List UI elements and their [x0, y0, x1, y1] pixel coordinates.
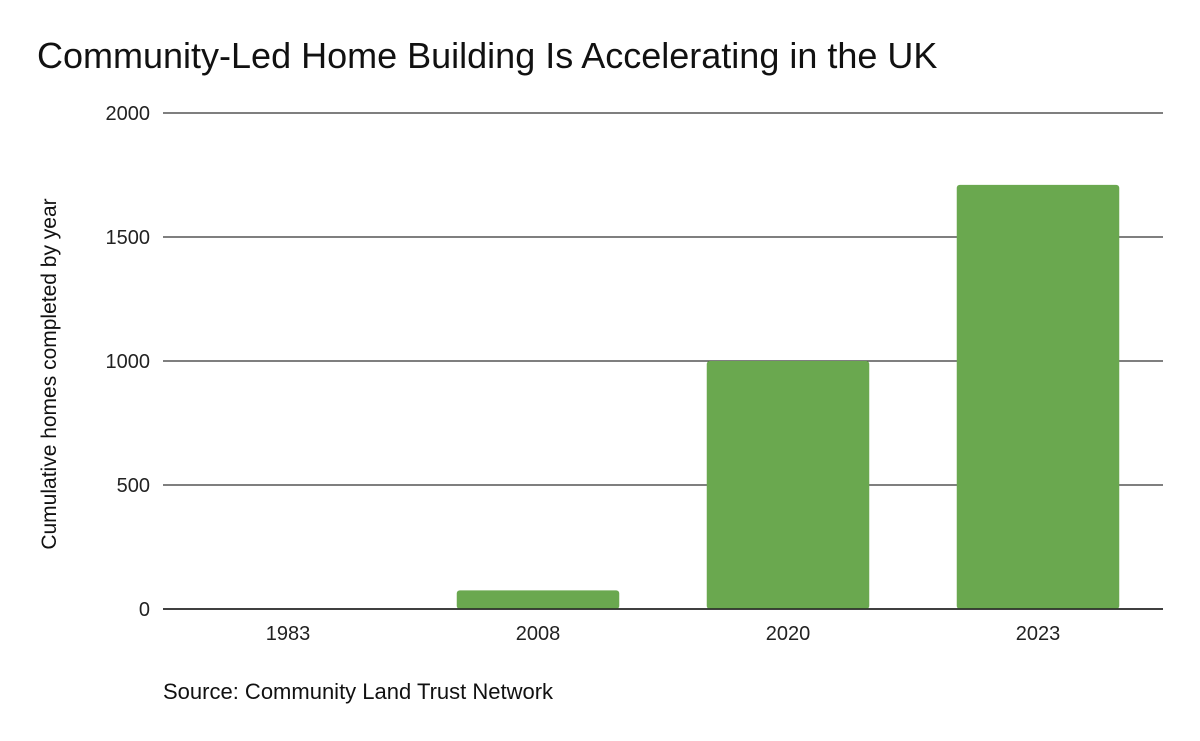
bar-2008 [456, 590, 620, 609]
y-tick-label: 1000 [106, 351, 151, 373]
bar-2020 [706, 361, 870, 609]
bars [163, 184, 1163, 610]
chart-title: Community-Led Home Building Is Accelerat… [37, 35, 938, 76]
y-tick-label: 1500 [106, 227, 151, 249]
source-note: Source: Community Land Trust Network [163, 679, 554, 704]
bar-2023 [956, 184, 1120, 610]
x-tick-label: 2023 [1016, 623, 1061, 645]
x-tick-label: 2020 [766, 623, 811, 645]
y-tick-label: 500 [117, 475, 150, 497]
y-tick-label: 2000 [106, 103, 151, 125]
x-tick-label: 2008 [516, 623, 561, 645]
x-tick-label: 1983 [266, 623, 311, 645]
y-axis-label: Cumulative homes completed by year [38, 198, 61, 549]
y-axis-ticks: 0 500 1000 1500 2000 [106, 103, 151, 621]
y-tick-label: 0 [139, 599, 150, 621]
x-axis-ticks: 1983 2008 2020 2023 [266, 623, 1061, 645]
